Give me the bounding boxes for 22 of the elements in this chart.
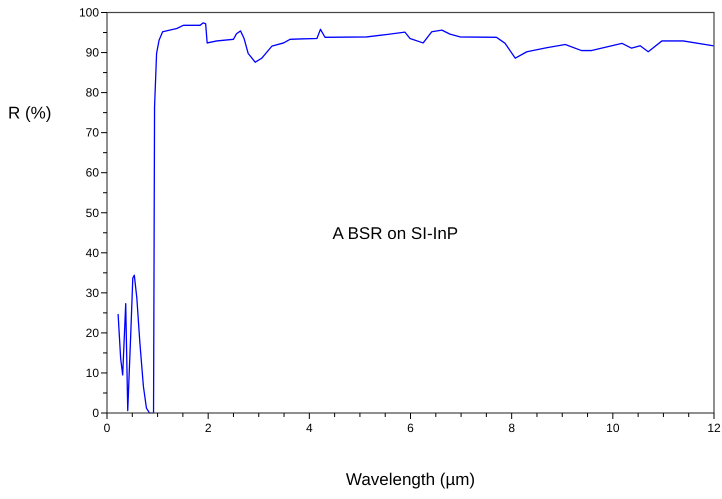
x-tick-label: 0 (104, 421, 111, 435)
x-tick-label: 10 (606, 421, 620, 435)
y-tick-label: 30 (86, 286, 100, 300)
y-tick-label: 10 (86, 366, 100, 380)
y-axis-title: R (%) (8, 104, 52, 123)
y-tick-label: 70 (86, 126, 100, 140)
y-tick-label: 80 (86, 86, 100, 100)
y-tick-label: 0 (92, 406, 100, 420)
y-tick-label: 40 (86, 246, 100, 260)
x-tick-label: 2 (204, 421, 212, 435)
x-tick-label: 12 (707, 421, 721, 435)
y-tick-label: 20 (86, 326, 100, 340)
x-tick-label: 6 (407, 421, 414, 435)
x-axis-title: Wavelength (µm) (346, 470, 476, 489)
y-tick-label: 90 (86, 46, 100, 60)
x-tick-label: 4 (306, 421, 313, 435)
line-series (117, 22, 714, 414)
annotation: A BSR on SI-InP (332, 224, 458, 243)
y-tick-label: 60 (86, 166, 100, 180)
x-tick-label: 8 (508, 421, 516, 435)
y-tick-label: 50 (86, 206, 100, 220)
y-tick-label: 100 (78, 6, 100, 20)
